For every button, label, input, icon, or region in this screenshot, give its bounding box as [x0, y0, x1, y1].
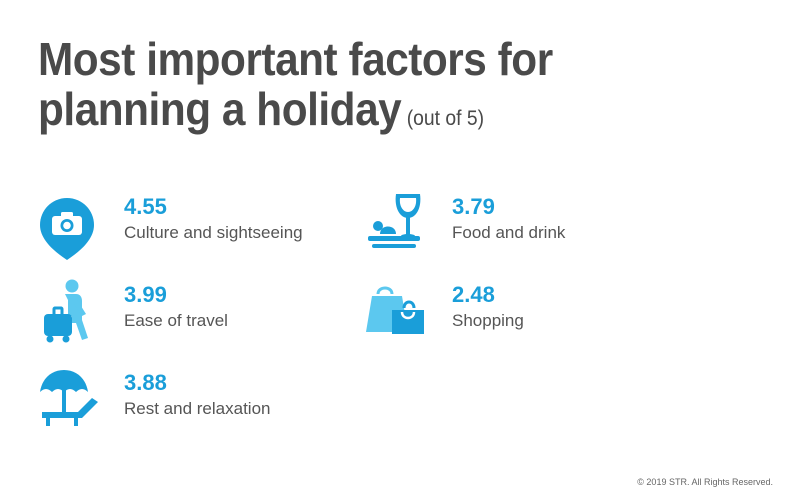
title-suffix: (out of 5): [406, 107, 485, 130]
title-line-1: Most important factors for: [38, 33, 553, 85]
factor-label: Culture and sightseeing: [124, 223, 303, 242]
factor-label: Food and drink: [452, 223, 566, 242]
factor-label: Rest and relaxation: [124, 399, 271, 418]
factor-value: 4.55: [124, 194, 167, 219]
factor-label: Shopping: [452, 311, 524, 330]
factor-label: Ease of travel: [124, 311, 228, 330]
food-wine-icon: [368, 194, 421, 248]
title-line-2-text: planning a holiday: [38, 83, 402, 135]
shopping-bags-icon: [366, 286, 424, 334]
factor-value: 3.99: [124, 282, 167, 307]
title-line-2: planning a holiday (out of 5): [38, 84, 719, 144]
camera-pin-icon: [40, 198, 94, 260]
traveler-luggage-icon: [44, 279, 88, 343]
factor-value: 3.79: [452, 194, 495, 219]
factor-value: 2.48: [452, 282, 495, 307]
copyright-notice: © 2019 STR. All Rights Reserved.: [637, 477, 773, 487]
factor-value: 3.88: [124, 370, 167, 395]
chart-title: Most important factors for planning a ho…: [38, 34, 719, 144]
beach-umbrella-lounger-icon: [40, 370, 98, 426]
